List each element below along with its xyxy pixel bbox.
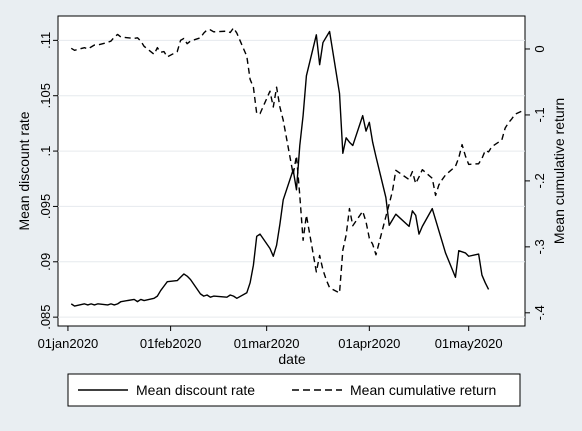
x-tick-label: 01mar2020 — [234, 336, 300, 351]
legend: Mean discount rate Mean cumulative retur… — [67, 373, 521, 407]
y-right-tick-label: 0 — [532, 45, 547, 52]
series-line-cumulative-return — [70, 27, 526, 294]
y-left-tick-label: .095 — [38, 194, 53, 219]
legend-label-cumulative-return: Mean cumulative return — [350, 382, 496, 398]
right-axis: 0 -.1 -.2 -.3 -.4 — [525, 45, 547, 320]
x-tick-label: 01apr2020 — [338, 336, 400, 351]
gridlines — [58, 39, 525, 318]
series-layer — [70, 27, 526, 307]
y-axis-label-right: Mean cumulative return — [551, 98, 567, 244]
left-axis: .085 .09 .095 .1 .105 .11 — [38, 32, 58, 330]
y-left-tick-label: .11 — [38, 32, 53, 49]
y-left-tick-label: .105 — [38, 83, 53, 108]
x-tick-label: 01feb2020 — [140, 336, 201, 351]
y-left-tick-label: .1 — [38, 146, 53, 157]
y-right-tick-label: -.4 — [532, 305, 547, 320]
x-axis: 01jan2020 01feb2020 01mar2020 01apr2020 01ma… — [38, 326, 503, 351]
y-left-tick-label: .09 — [38, 253, 53, 271]
y-axis-label-left: Mean discount rate — [16, 111, 32, 230]
y-right-tick-label: -.2 — [532, 173, 547, 188]
y-right-tick-label: -.1 — [532, 107, 547, 122]
legend-label-discount-rate: Mean discount rate — [136, 382, 255, 398]
x-tick-label: 01may2020 — [435, 336, 503, 351]
x-axis-label: date — [278, 351, 305, 367]
y-left-tick-label: .085 — [38, 304, 53, 329]
y-right-tick-label: -.3 — [532, 239, 547, 254]
plot-area — [57, 15, 526, 327]
series-line-discount-rate — [70, 30, 490, 307]
x-tick-label: 01jan2020 — [38, 336, 99, 351]
